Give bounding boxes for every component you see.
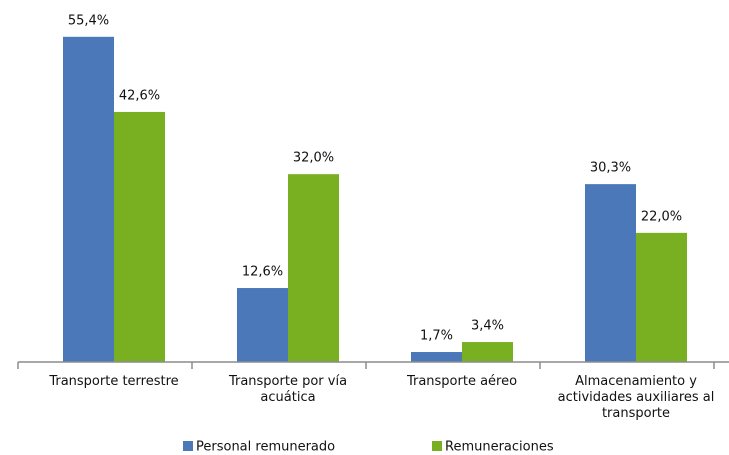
- bar: [63, 36, 114, 362]
- bar: [237, 288, 288, 362]
- legend-label: Personal remunerado: [196, 440, 335, 455]
- bar: [114, 111, 165, 362]
- data-label: 42,6%: [119, 88, 160, 103]
- bar: [585, 184, 636, 362]
- legend-swatch: [183, 441, 193, 451]
- x-tick-label: Almacenamiento y actividades auxiliares …: [557, 374, 715, 421]
- data-label: 1,7%: [420, 329, 453, 344]
- legend-swatch: [432, 441, 442, 451]
- bar: [462, 342, 513, 362]
- x-tick-label: Transporte por vía acuática: [228, 374, 348, 405]
- bar: [411, 352, 462, 362]
- x-tick-label: Transporte terrestre: [49, 374, 179, 389]
- bar: [636, 232, 687, 362]
- data-label: 32,0%: [293, 151, 334, 166]
- legend-label: Remuneraciones: [445, 440, 554, 455]
- data-label: 22,0%: [641, 209, 682, 224]
- data-label: 55,4%: [68, 13, 109, 28]
- data-label: 30,3%: [590, 161, 631, 176]
- x-tick-label: Transporte aéreo: [406, 374, 518, 389]
- data-label: 3,4%: [471, 319, 504, 334]
- data-label: 12,6%: [242, 265, 283, 280]
- bar: [288, 174, 339, 362]
